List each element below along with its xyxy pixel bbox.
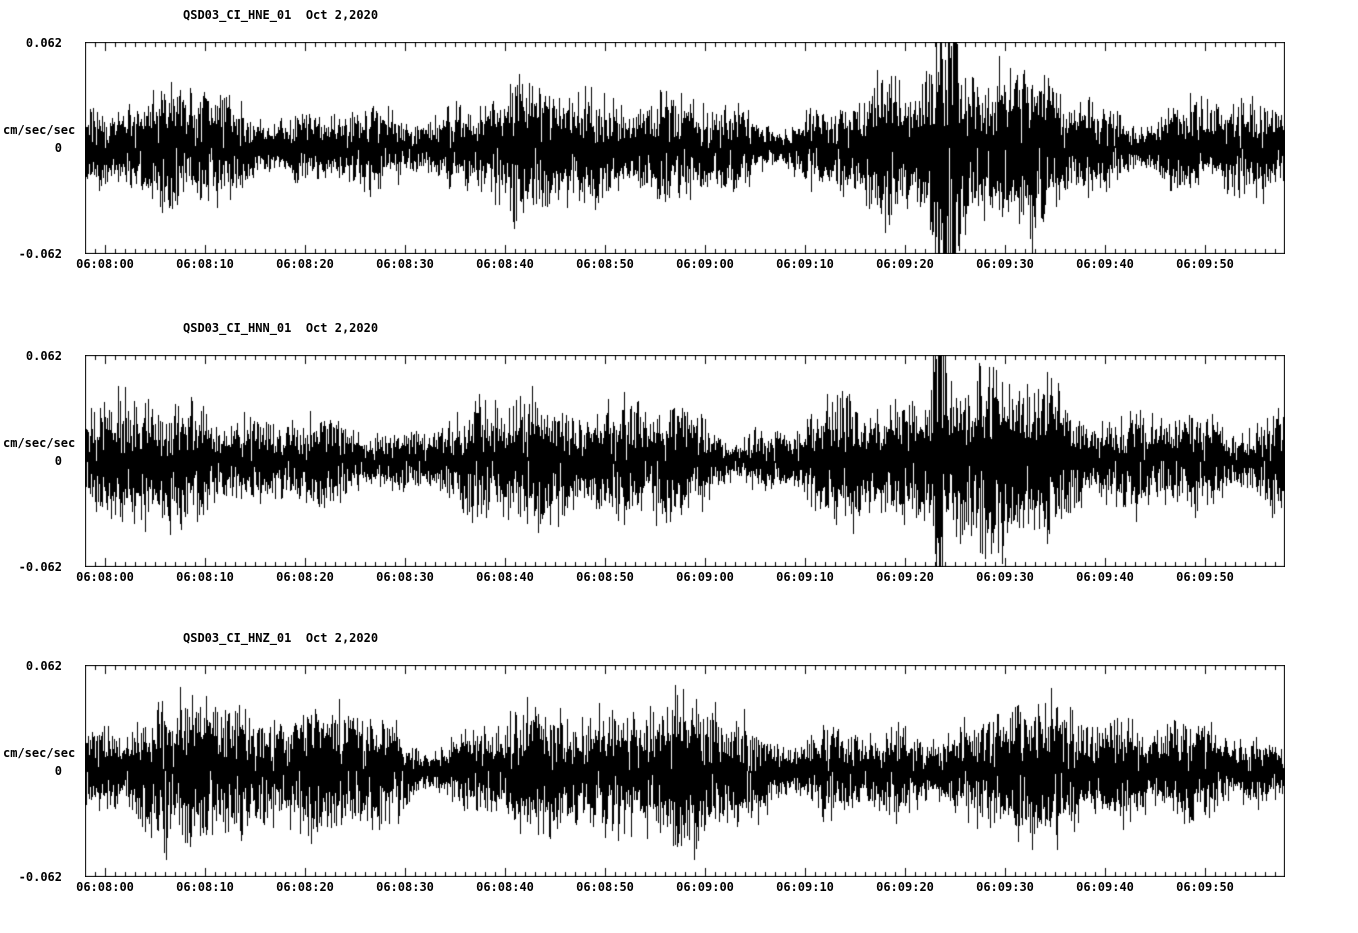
x-axis-tick-label: 06:09:20 (876, 570, 934, 584)
x-axis-tick-label: 06:08:10 (176, 880, 234, 894)
waveform-canvas-hne (85, 42, 1285, 254)
x-axis-tick-label: 06:08:10 (176, 257, 234, 271)
y-axis-min-label: -0.062 (18, 870, 62, 884)
plot-title-hnn: QSD03_CI_HNN_01 Oct 2,2020 (183, 321, 379, 335)
x-axis-tick-label: 06:08:30 (376, 880, 434, 894)
x-axis-tick-label: 06:08:30 (376, 257, 434, 271)
x-axis-tick-label: 06:09:20 (876, 880, 934, 894)
x-axis-tick-label: 06:08:20 (276, 257, 334, 271)
x-axis-tick-label: 06:09:50 (1176, 257, 1234, 271)
seismogram-panel-hnz: QSD03_CI_HNZ_01 Oct 2,2020 0.062 cm/sec/… (0, 623, 1358, 933)
x-axis-tick-label: 06:08:00 (76, 880, 134, 894)
x-axis-tick-label: 06:09:40 (1076, 880, 1134, 894)
x-axis-tick-label: 06:08:00 (76, 257, 134, 271)
x-axis-tick-label: 06:09:00 (676, 257, 734, 271)
x-axis-tick-label: 06:08:50 (576, 570, 634, 584)
y-axis-max-label: 0.062 (25, 659, 62, 673)
plot-title-hne: QSD03_CI_HNE_01 Oct 2,2020 (183, 8, 379, 22)
y-axis-max-label: 0.062 (25, 36, 62, 50)
y-axis-zero-label: 0 (54, 764, 62, 778)
x-axis-tick-label: 06:08:10 (176, 570, 234, 584)
x-axis-tick-label: 06:09:30 (976, 257, 1034, 271)
x-axis-tick-label: 06:09:50 (1176, 880, 1234, 894)
waveform-canvas-hnz (85, 665, 1285, 877)
y-axis-min-label: -0.062 (18, 560, 62, 574)
plot-title-hnz: QSD03_CI_HNZ_01 Oct 2,2020 (183, 631, 379, 645)
x-axis-tick-label: 06:08:50 (576, 880, 634, 894)
x-axis-tick-label: 06:09:00 (676, 880, 734, 894)
x-axis-tick-label: 06:08:40 (476, 570, 534, 584)
y-axis-zero-label: 0 (54, 141, 62, 155)
x-axis-tick-label: 06:09:40 (1076, 257, 1134, 271)
seismogram-panel-hne: QSD03_CI_HNE_01 Oct 2,2020 0.062 cm/sec/… (0, 0, 1358, 310)
y-axis-zero-label: 0 (54, 454, 62, 468)
seismogram-panel-hnn: QSD03_CI_HNN_01 Oct 2,2020 0.062 cm/sec/… (0, 313, 1358, 623)
x-axis-tick-label: 06:08:40 (476, 257, 534, 271)
x-axis-tick-label: 06:08:00 (76, 570, 134, 584)
x-axis-tick-label: 06:09:40 (1076, 570, 1134, 584)
y-axis-units-label: cm/sec/sec (3, 436, 76, 450)
x-axis-tick-label: 06:08:40 (476, 880, 534, 894)
x-axis-tick-label: 06:09:30 (976, 570, 1034, 584)
y-axis-units-label: cm/sec/sec (3, 746, 76, 760)
x-axis-tick-label: 06:09:10 (776, 257, 834, 271)
y-axis-max-label: 0.062 (25, 349, 62, 363)
x-axis-tick-label: 06:08:30 (376, 570, 434, 584)
waveform-canvas-hnn (85, 355, 1285, 567)
x-axis-tick-label: 06:09:50 (1176, 570, 1234, 584)
x-axis-tick-label: 06:08:50 (576, 257, 634, 271)
x-axis-tick-label: 06:09:00 (676, 570, 734, 584)
x-axis-tick-label: 06:09:20 (876, 257, 934, 271)
y-axis-units-label: cm/sec/sec (3, 123, 76, 137)
x-axis-tick-label: 06:08:20 (276, 570, 334, 584)
x-axis-tick-label: 06:08:20 (276, 880, 334, 894)
x-axis-tick-label: 06:09:30 (976, 880, 1034, 894)
x-axis-tick-label: 06:09:10 (776, 880, 834, 894)
x-axis-tick-label: 06:09:10 (776, 570, 834, 584)
y-axis-min-label: -0.062 (18, 247, 62, 261)
